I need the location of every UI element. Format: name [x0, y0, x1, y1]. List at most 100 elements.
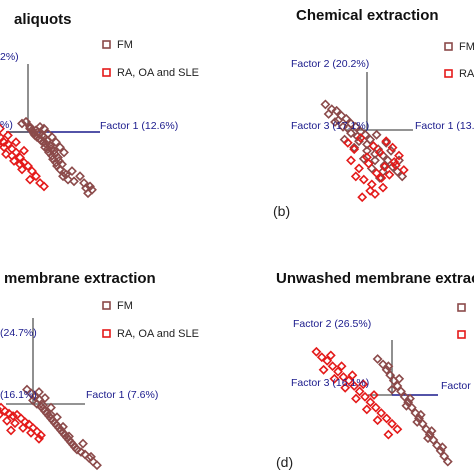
- panel-b-legend: FM RA: [444, 41, 474, 80]
- panel-b-legend-ra: RA: [459, 68, 474, 80]
- panel-b-point-ra: [363, 158, 374, 169]
- panel-b-factor2-label: Factor 2 (20.2%): [291, 58, 369, 70]
- panel-c-point-fm: [58, 421, 68, 432]
- panel-d-point-fm: [439, 451, 450, 462]
- panel-c-point-ra: [2, 415, 12, 426]
- panel-d-point-fm: [415, 409, 426, 420]
- panel-d-point-fm: [394, 373, 405, 384]
- panel-a-point-fm: [53, 152, 63, 163]
- panel-d-point-ra: [316, 352, 327, 363]
- panel-d-point-ra: [311, 346, 322, 357]
- panel-b-point-ra: [370, 189, 380, 199]
- panel-b-point-ra: [346, 155, 356, 166]
- panel-c: membrane extraction (24.7%) (16.1%) Fact…: [0, 270, 199, 471]
- panel-c-point-ra: [0, 410, 4, 419]
- panel-d-point-fm: [392, 381, 403, 391]
- panel-a-point-fm: [85, 181, 95, 192]
- panel-a-point-ra: [7, 150, 17, 161]
- panel-d-point-ra: [340, 382, 351, 393]
- panel-d-point-ra: [372, 415, 383, 426]
- panel-d-point-fm: [372, 354, 383, 364]
- panel-a-point-ra: [0, 123, 5, 134]
- panel-b-point-fm: [330, 117, 340, 127]
- panel-a-legend-fm-marker: [102, 40, 111, 49]
- panel-b-point-fm: [341, 113, 352, 124]
- panel-b-point-fm: [370, 155, 380, 166]
- panel-b-point-fm: [378, 150, 388, 161]
- panel-d-point-ra: [365, 397, 376, 408]
- panel-a-point-ra: [27, 166, 37, 177]
- panel-a-point-ra: [31, 171, 41, 182]
- panel-c-point-ra: [4, 408, 14, 419]
- panel-d-tag: (d): [276, 454, 293, 470]
- panel-d-point-fm: [432, 440, 442, 451]
- panel-b-point-ra: [374, 147, 385, 158]
- panel-d-point-ra: [370, 402, 381, 413]
- panel-d-point-fm: [437, 442, 448, 453]
- panel-c-factor1-label: Factor 1 (7.6%): [86, 389, 158, 401]
- panel-d-point-ra: [383, 429, 394, 440]
- panel-b-point-ra: [371, 168, 382, 179]
- panel-d-legend-fm-marker: [457, 303, 466, 312]
- panel-b-point-fm: [323, 109, 334, 119]
- panel-c-legend-fm-marker: [102, 301, 111, 310]
- panel-b-point-fm: [331, 105, 342, 116]
- panel-d-point-fm: [426, 426, 437, 436]
- panel-a-point-fm: [58, 171, 68, 182]
- panel-b-point-fm: [362, 145, 372, 156]
- panel-b-point-fm: [346, 128, 356, 139]
- panel-d-factor2-label: Factor 2 (26.5%): [293, 318, 371, 330]
- panel-a-point-fm: [21, 116, 31, 127]
- panel-d-point-ra: [347, 370, 358, 381]
- panel-a-legend-ra: RA, OA and SLE: [117, 67, 199, 79]
- panel-c-factor2-label: (24.7%): [0, 327, 37, 339]
- panel-c-point-fm: [38, 400, 48, 411]
- panel-c-point-fm: [72, 444, 82, 455]
- panel-a-point-ra: [1, 149, 11, 160]
- panel-d-point-fm: [442, 456, 453, 467]
- panel-a-point-ra: [15, 159, 25, 170]
- panel-a-factor2-label: 2%): [0, 51, 19, 63]
- panel-b-title: Chemical extraction: [296, 7, 439, 24]
- panel-d-point-ra: [349, 381, 360, 391]
- panel-b-point-fm: [349, 142, 360, 153]
- panel-d-point-ra: [358, 379, 369, 390]
- panel-c-point-ra: [34, 433, 44, 444]
- panel-b-point-ra: [358, 174, 369, 185]
- panel-b-point-fm: [360, 129, 371, 140]
- panel-b-point-ra: [350, 171, 361, 182]
- panel-c-point-fm: [52, 412, 62, 423]
- panel-a-point-ra: [0, 142, 3, 149]
- panel-b-point-ra: [357, 192, 368, 203]
- panel-b-tag: (b): [273, 203, 290, 219]
- panel-d-point-ra: [336, 361, 347, 372]
- panel-d-point-ra: [351, 393, 361, 404]
- panel-a-point-fm: [17, 118, 27, 129]
- panel-b-legend-fm-marker: [444, 42, 453, 51]
- panel-c-legend-ra-marker: [102, 329, 111, 338]
- panel-c-legend-ra: RA, OA and SLE: [117, 328, 199, 340]
- panel-a-legend-fm: FM: [117, 39, 133, 51]
- panel-d-point-ra: [381, 413, 392, 424]
- panel-d-factor3-label: Factor 3 (16.1%): [291, 377, 369, 389]
- panel-b-point-ra: [342, 137, 353, 148]
- panel-b-point-ra: [389, 157, 400, 167]
- panel-a-factor3-label: %): [0, 119, 13, 131]
- panel-c-legend: FM RA, OA and SLE: [102, 300, 199, 340]
- panel-d-axes: [368, 340, 438, 396]
- panel-b-point-ra: [379, 161, 390, 172]
- panel-d-point-fm: [385, 370, 396, 381]
- panel-c-point-fm: [46, 409, 56, 420]
- panel-b-point-ra: [365, 185, 376, 196]
- panel-a-point-fm: [67, 166, 77, 177]
- panel-a-point-ra: [25, 174, 35, 185]
- panel-a-point-fm: [87, 184, 97, 195]
- panel-c-point-fm: [92, 460, 102, 471]
- panel-d-point-fm: [405, 393, 415, 404]
- panel-d-point-ra: [354, 386, 365, 397]
- panel-d-point-ra: [322, 355, 333, 366]
- panel-b-point-fm: [371, 129, 382, 140]
- panel-c-point-fm: [78, 438, 88, 449]
- panel-b-point-ra: [387, 142, 398, 153]
